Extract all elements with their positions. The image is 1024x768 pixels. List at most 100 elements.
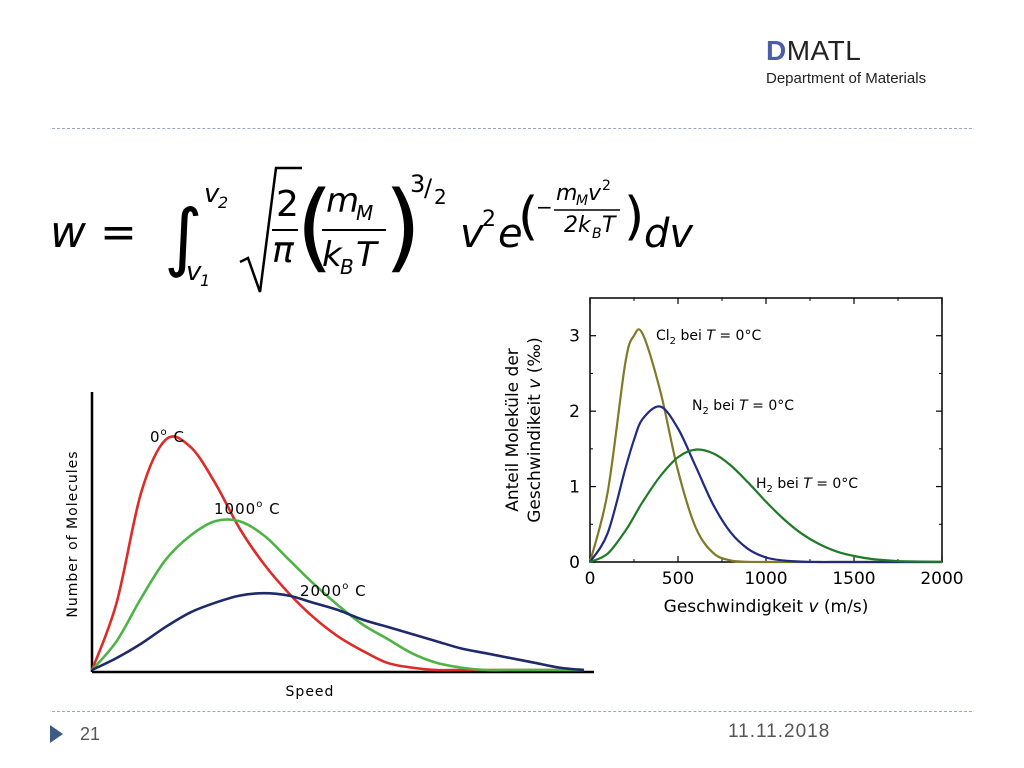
label-0c-degree: o xyxy=(161,427,168,438)
formula-lhs: w = xyxy=(50,207,137,258)
department-name: Department of Materials xyxy=(766,70,927,87)
right-series-2 xyxy=(589,448,943,564)
velocity-v: v xyxy=(460,211,485,257)
label-2000c-unit: C xyxy=(349,582,366,600)
power-denominator: 2 xyxy=(434,185,447,209)
boltzmann-k: k xyxy=(322,235,343,275)
mass-m: m xyxy=(326,181,359,221)
exp-minus: − xyxy=(536,195,553,219)
velocity-power: 2 xyxy=(482,207,496,232)
footer-arrow-icon xyxy=(50,725,63,743)
left-chart-axes xyxy=(90,392,594,674)
speed-distribution-chart: 0o C 1000o C 2000o C Speed Number of Mol… xyxy=(65,392,594,700)
slide-date: 11.11.2018 xyxy=(728,721,831,742)
x-tick-label-2: 1000 xyxy=(744,569,787,589)
right-y-axis-label-line2: Geschwindikeit v (‰) xyxy=(525,337,545,523)
right-x-axis-label: Geschwindigkeit v (m/s) xyxy=(664,597,869,617)
label-0c-unit: C xyxy=(168,428,185,446)
label-2000c-degree: o xyxy=(342,581,349,592)
legend-n2: N2 bei T = 0°C xyxy=(692,398,794,417)
right-x-label-unit: (m/s) xyxy=(819,597,869,617)
right-y-label-unit: (‰) xyxy=(525,337,545,378)
legend-cl2-sub: 2 xyxy=(670,336,676,347)
label-1000c-unit: C xyxy=(263,500,280,518)
right-y-label-var: v xyxy=(525,378,545,389)
right-chart-series xyxy=(588,328,943,564)
legend-cl2-bei: bei xyxy=(676,328,706,344)
label-2000c: 2000o C xyxy=(300,581,367,600)
sqrt-numerator: 2 xyxy=(276,184,299,225)
exp-paren-close: ) xyxy=(624,187,644,247)
x-tick-label-4: 2000 xyxy=(920,569,963,589)
exp-velocity-v: v xyxy=(588,181,602,206)
right-y-label-text: Geschwindikeit xyxy=(525,389,545,523)
legend-n2-bei: bei xyxy=(709,398,739,414)
right-x-label-var: v xyxy=(808,597,819,617)
exp-denominator-sub: B xyxy=(592,226,602,242)
legend-h2-bei: bei xyxy=(773,476,803,492)
label-2000c-value: 2000 xyxy=(300,582,342,600)
right-y-axis-label-line1: Anteil Moleküle der xyxy=(503,348,523,512)
right-chart-ticks: 0 500 1000 1500 2000 0 1 2 3 xyxy=(569,298,964,589)
x-tick-label-3: 1500 xyxy=(832,569,875,589)
legend-cl2: Cl2 bei T = 0°C xyxy=(656,328,761,347)
euler-e: e xyxy=(498,211,523,257)
legend-h2-rest: = 0°C xyxy=(812,476,859,492)
page-number: 21 xyxy=(80,724,101,744)
legend-h2-var: T xyxy=(803,476,813,492)
temperature-t: T xyxy=(356,235,379,275)
left-chart-series xyxy=(90,435,585,672)
exp-denominator-t: T xyxy=(602,213,617,238)
left-series-2 xyxy=(91,591,585,672)
power-slash: / xyxy=(424,174,433,202)
y-tick-label-0: 0 xyxy=(569,553,580,573)
label-0c: 0o C xyxy=(150,427,185,446)
right-series-1 xyxy=(589,405,942,564)
logo-wordmark: DMATL xyxy=(766,36,926,66)
right-x-label-text: Geschwindigkeit xyxy=(664,597,809,617)
integral-upper: v xyxy=(204,179,220,209)
y-tick-label-2: 2 xyxy=(569,402,580,422)
exp-mass-sub: M xyxy=(576,193,588,209)
logo-mark: D xyxy=(766,35,787,66)
left-series-1 xyxy=(91,518,584,672)
footer-divider xyxy=(52,711,972,712)
sqrt-sign xyxy=(239,166,302,293)
right-plot-frame xyxy=(589,297,943,563)
power-numerator: 3 xyxy=(410,170,425,198)
legend-h2-prefix: H xyxy=(756,476,767,492)
exp-velocity-power: 2 xyxy=(602,178,611,194)
legend-cl2-rest: = 0°C xyxy=(715,328,762,344)
integral-upper-sub: 2 xyxy=(218,193,228,212)
legend-n2-sub: 2 xyxy=(702,406,708,417)
left-y-axis-label: Number of Molecules xyxy=(65,450,81,617)
label-1000c: 1000o C xyxy=(214,499,281,518)
integral-sign: ∫ xyxy=(164,194,203,280)
y-tick-label-3: 3 xyxy=(569,327,580,347)
dmatl-logo: DMATL Department of Materials xyxy=(766,36,927,88)
legend-n2-rest: = 0°C xyxy=(748,398,795,414)
legend-h2-sub: 2 xyxy=(767,484,773,495)
legend-h2: H2 bei T = 0°C xyxy=(756,476,858,495)
legend-cl2-prefix: Cl xyxy=(656,328,670,344)
legend-cl2-var: T xyxy=(706,328,716,344)
paren-open: ( xyxy=(296,171,333,283)
boltzmann-sub: B xyxy=(340,255,354,279)
label-0c-value: 0 xyxy=(150,428,161,446)
right-series-0 xyxy=(588,328,942,564)
y-tick-label-1: 1 xyxy=(569,478,580,498)
label-1000c-value: 1000 xyxy=(214,500,256,518)
legend-n2-var: T xyxy=(739,398,749,414)
logo-text: MATL xyxy=(786,35,862,66)
exp-paren-open: ( xyxy=(518,187,538,247)
formula: w = ∫ v 2 v 1 2 π ( m M k B T ) 3 / 2 v … xyxy=(40,150,720,304)
mass-sub: M xyxy=(356,201,373,225)
left-x-axis-label: Speed xyxy=(286,684,335,700)
paren-close: ) xyxy=(384,171,421,283)
integral-lower: v xyxy=(186,257,202,287)
formula-svg: w = ∫ v 2 v 1 2 π ( m M k B T ) 3 / 2 v … xyxy=(50,166,694,293)
exp-denominator-k: 2k xyxy=(564,213,592,238)
legend-n2-prefix: N xyxy=(692,398,702,414)
x-tick-label-0: 0 xyxy=(585,569,596,589)
